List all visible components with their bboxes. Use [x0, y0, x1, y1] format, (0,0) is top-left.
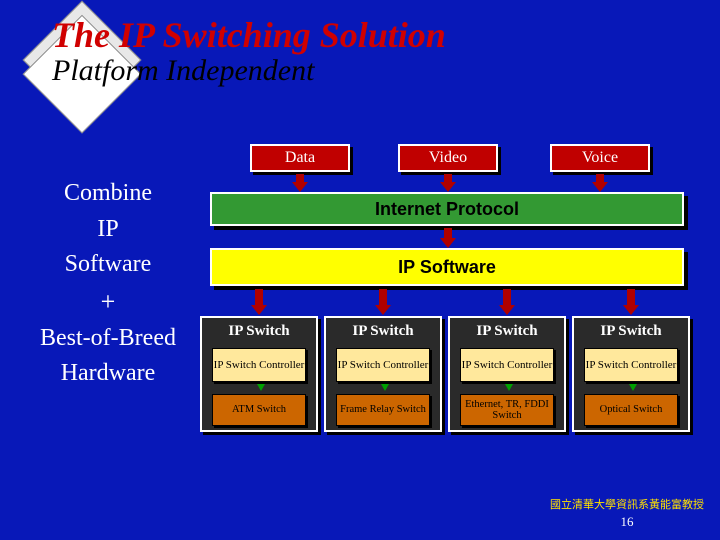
switch-hw-4: Optical Switch [584, 394, 678, 426]
left-software: Software [28, 251, 188, 279]
traffic-label-data: Data [285, 150, 315, 167]
switch-group-2: IP Switch IP Switch Controller Frame Rel… [324, 316, 442, 432]
arrow-data-to-ip [296, 174, 304, 192]
footer: 國立清華大學資訊系黃能富教授 16 [550, 496, 704, 530]
left-bob2: Hardware [28, 360, 188, 388]
arrow-sw-to-switch-4 [627, 289, 635, 315]
title-line-2: Platform Independent [52, 54, 446, 88]
left-combine: Combine [28, 180, 188, 208]
switch-title-2: IP Switch [326, 318, 440, 344]
left-plus: + [28, 287, 188, 317]
ip-software-label: IP Software [398, 258, 496, 277]
switch-controller-3: IP Switch Controller [460, 348, 554, 382]
tiny-arrow-3 [505, 384, 513, 391]
left-ip: IP [28, 216, 188, 244]
traffic-label-voice: Voice [582, 150, 618, 167]
footer-page: 16 [550, 514, 704, 530]
traffic-box-voice: Voice [550, 144, 650, 172]
switch-hw-3: Ethernet, TR, FDDI Switch [460, 394, 554, 426]
switch-controller-2: IP Switch Controller [336, 348, 430, 382]
left-text-column: Combine IP Software + Best-of-Breed Hard… [28, 180, 188, 396]
arrow-sw-to-switch-1 [255, 289, 263, 315]
switch-group-4: IP Switch IP Switch Controller Optical S… [572, 316, 690, 432]
switch-title-4: IP Switch [574, 318, 688, 344]
switch-hw-1: ATM Switch [212, 394, 306, 426]
internet-protocol-box: Internet Protocol [210, 192, 684, 226]
footer-credit: 國立清華大學資訊系黃能富教授 [550, 496, 704, 512]
switch-controller-4: IP Switch Controller [584, 348, 678, 382]
tiny-arrow-2 [381, 384, 389, 391]
internet-protocol-label: Internet Protocol [375, 200, 519, 219]
arrow-ip-to-sw [444, 228, 452, 248]
switch-group-1: IP Switch IP Switch Controller ATM Switc… [200, 316, 318, 432]
arrow-sw-to-switch-2 [379, 289, 387, 315]
switch-hw-2: Frame Relay Switch [336, 394, 430, 426]
arrow-voice-to-ip [596, 174, 604, 192]
arrow-sw-to-switch-3 [503, 289, 511, 315]
traffic-box-data: Data [250, 144, 350, 172]
title-line-1: The IP Switching Solution [52, 14, 446, 56]
switch-controller-1: IP Switch Controller [212, 348, 306, 382]
ip-software-box: IP Software [210, 248, 684, 286]
left-bob1: Best-of-Breed [28, 325, 188, 353]
title-block: The IP Switching Solution Platform Indep… [52, 14, 446, 88]
traffic-box-video: Video [398, 144, 498, 172]
tiny-arrow-1 [257, 384, 265, 391]
switch-group-3: IP Switch IP Switch Controller Ethernet,… [448, 316, 566, 432]
traffic-label-video: Video [429, 150, 467, 167]
arrow-video-to-ip [444, 174, 452, 192]
tiny-arrow-4 [629, 384, 637, 391]
switch-title-3: IP Switch [450, 318, 564, 344]
switch-title-1: IP Switch [202, 318, 316, 344]
